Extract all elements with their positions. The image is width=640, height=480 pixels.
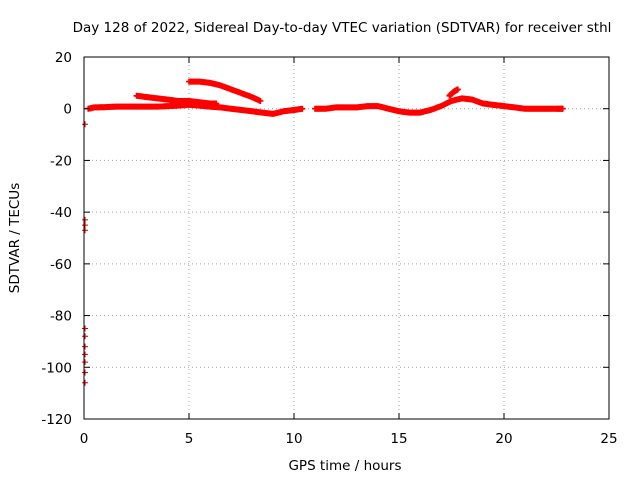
- x-tick-label: 0: [80, 431, 89, 447]
- data-point: [299, 105, 306, 112]
- y-ticks: 20 0 -20 -40 -60 -80 -100 -120: [41, 50, 609, 428]
- y-tick-label: 0: [63, 102, 72, 118]
- x-tick-label: 15: [390, 431, 407, 447]
- y-tick-label: -60: [50, 257, 72, 273]
- y-tick-label: 20: [55, 50, 72, 66]
- data-point: [82, 227, 89, 234]
- y-axis-label: SDTVAR / TECUs: [7, 183, 23, 293]
- y-tick-label: -20: [50, 153, 72, 169]
- y-tick-label: -80: [50, 309, 72, 325]
- data-point: [82, 325, 89, 332]
- data-point: [82, 121, 89, 128]
- y-tick-label: -40: [50, 205, 72, 221]
- chart-title: Day 128 of 2022, Sidereal Day-to-day VTE…: [73, 20, 612, 36]
- x-tick-label: 20: [495, 431, 512, 447]
- y-tick-label: -100: [41, 360, 72, 376]
- data-markers: [82, 78, 566, 386]
- grid: [84, 57, 609, 419]
- data-point: [82, 351, 89, 358]
- data-point: [82, 333, 89, 340]
- y-tick-label: -120: [41, 412, 72, 428]
- x-tick-label: 5: [185, 431, 194, 447]
- data-point: [257, 97, 264, 104]
- x-ticks: 0 5 10 15 20 25: [80, 57, 618, 447]
- x-tick-label: 25: [600, 431, 617, 447]
- data-point: [82, 343, 89, 350]
- data-point: [559, 105, 566, 112]
- data-point: [82, 359, 89, 366]
- data-point: [82, 222, 89, 229]
- data-point: [82, 369, 89, 376]
- data-point: [82, 216, 89, 223]
- data-point: [213, 100, 220, 107]
- x-tick-label: 10: [285, 431, 302, 447]
- plot-frame: [83, 56, 610, 420]
- data-point: [82, 379, 89, 386]
- data-point: [454, 86, 461, 93]
- x-axis-label: GPS time / hours: [288, 458, 401, 474]
